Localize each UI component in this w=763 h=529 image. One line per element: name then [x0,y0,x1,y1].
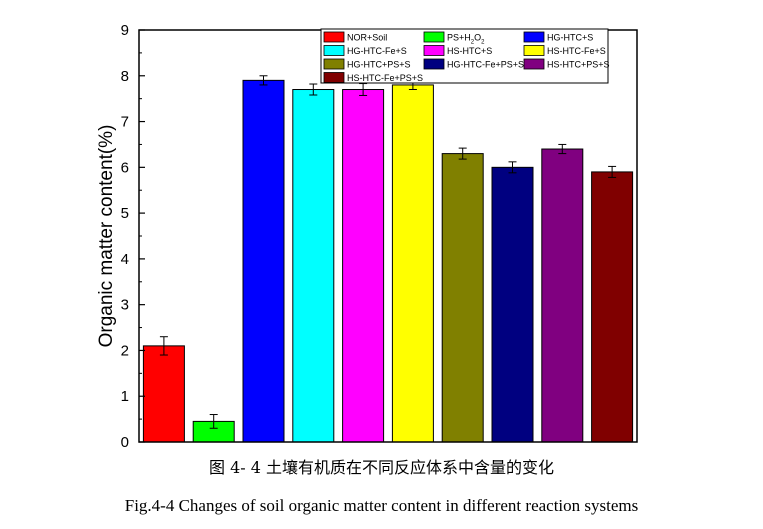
legend-label-1: NOR+Soil [347,33,387,43]
figure-caption-english: Fig.4-4 Changes of soil organic matter c… [124,496,639,515]
legend-label-3: HG-HTC+S [547,33,593,43]
legend-label-7: HG-HTC+PS+S [347,60,411,70]
y-tick-label-4: 4 [121,251,129,268]
legend-item-2: PS+H2O2 [423,31,485,46]
y-tick-label-6: 6 [121,159,129,176]
y-tick-label-0: 0 [121,434,129,451]
legend-label-6: HS-HTC-Fe+S [547,46,606,56]
legend-label-4: HG-HTC-Fe+S [347,46,407,56]
error-bar-10 [608,165,617,178]
y-tick-label-3: 3 [121,297,129,314]
bar-3 [242,79,285,443]
legend-swatch-6 [523,45,545,56]
legend-swatch-4 [323,45,345,56]
bar-6 [391,84,434,443]
bar-9 [541,148,584,443]
error-bar-7 [458,147,467,160]
legend-swatch-1 [323,31,345,43]
y-tick-label-9: 9 [121,22,129,39]
bar-10 [591,171,634,443]
plot-area [142,75,634,443]
error-bar-4 [309,83,318,96]
y-tick-label-7: 7 [121,114,129,131]
legend-swatch-7 [323,58,345,70]
legend-label-9: HS-HTC+PS+S [547,60,610,70]
bar-1 [142,345,185,443]
legend-item-6: HS-HTC-Fe+S [523,45,606,56]
error-bar-9 [558,143,567,155]
legend-swatch-9 [523,58,545,70]
legend-box [320,28,609,84]
legend-item-10: HS-HTC-Fe+PS+S [323,72,423,83]
legend-item-9: HS-HTC+PS+S [523,58,610,70]
legend-item-5: HS-HTC+S [423,45,492,56]
legend-label-2: PS+H2O2 [447,33,485,46]
legend-swatch-2 [423,31,445,43]
bar-4 [292,89,335,443]
legend-label-5: HS-HTC+S [447,46,492,56]
y-tick-label-1: 1 [121,388,129,405]
legend-item-3: HG-HTC+S [523,31,593,43]
legend-item-7: HG-HTC+PS+S [323,58,411,70]
legend-item-4: HG-HTC-Fe+S [323,45,407,56]
bar-7 [441,153,484,443]
legend-label-8: HG-HTC-Fe+PS+S [447,60,524,70]
error-bar-2 [209,414,218,429]
legend-swatch-8 [423,58,445,70]
y-axis-title: Organic matter content(%) [96,125,117,348]
bar-5 [342,89,385,443]
y-tick-label-2: 2 [121,342,129,359]
bar-8 [491,166,534,443]
legend-item-8: HG-HTC-Fe+PS+S [423,58,524,70]
y-tick-label-8: 8 [121,68,129,85]
error-bar-8 [508,161,517,174]
figure-caption-chinese: 图 4- 4 土壤有机质在不同反应体系中含量的变化 [208,458,555,477]
bar-chart: 0 1 2 3 4 5 6 7 8 9 NOR+Soil PS+H2O2 HG-HTC+S HG-HTC… [96,22,638,451]
error-bar-1 [159,336,168,356]
error-bar-3 [259,75,268,86]
legend-swatch-5 [423,45,445,56]
error-bar-5 [359,83,368,96]
legend-swatch-10 [323,72,345,83]
legend-swatch-3 [523,31,545,43]
legend-label-10: HS-HTC-Fe+PS+S [347,73,423,83]
legend-item-1: NOR+Soil [323,31,387,43]
legend: NOR+Soil PS+H2O2 HG-HTC+S HG-HTC-Fe+S HS-HTC… [320,28,610,84]
y-tick-label-5: 5 [121,205,129,222]
